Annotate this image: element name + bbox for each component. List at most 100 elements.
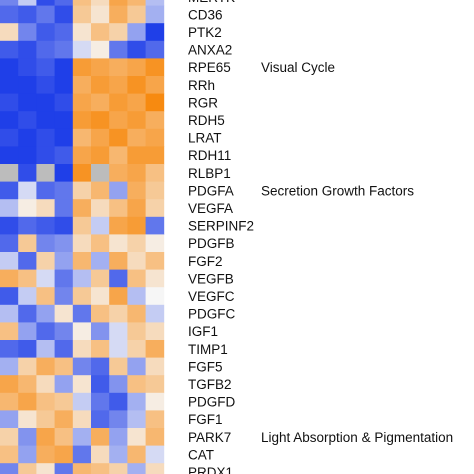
heatmap-cell bbox=[0, 410, 19, 429]
heatmap-cell bbox=[91, 76, 110, 94]
heatmap-cell bbox=[145, 252, 165, 270]
heatmap-cell bbox=[127, 40, 146, 59]
gene-label: CAT bbox=[188, 447, 214, 462]
heatmap-cell bbox=[145, 111, 165, 130]
gene-label: ANXA2 bbox=[188, 43, 232, 58]
heatmap-cell bbox=[127, 463, 146, 474]
gene-label: SERPINF2 bbox=[188, 219, 254, 234]
heatmap-cell bbox=[18, 375, 37, 394]
heatmap-cell bbox=[54, 76, 74, 94]
heatmap-cell bbox=[127, 392, 146, 411]
heatmap-cell bbox=[54, 93, 74, 112]
heatmap-cell bbox=[127, 340, 146, 358]
heatmap-cell bbox=[0, 445, 19, 464]
heatmap-cell bbox=[0, 428, 19, 446]
heatmap-cell bbox=[36, 340, 55, 358]
heatmap-cell bbox=[127, 199, 146, 218]
heatmap-cell bbox=[36, 392, 55, 411]
heatmap-cell bbox=[72, 304, 92, 323]
heatmap-cell bbox=[0, 252, 19, 270]
heatmap-cell bbox=[18, 181, 37, 200]
heatmap-cell bbox=[127, 445, 146, 464]
heatmap-cell bbox=[109, 146, 128, 165]
heatmap-cell bbox=[127, 375, 146, 394]
heatmap-cell bbox=[72, 0, 92, 6]
heatmap-cell bbox=[145, 146, 165, 165]
heatmap-cell bbox=[18, 269, 37, 288]
heatmap-cell bbox=[72, 445, 92, 464]
heatmap-cell bbox=[145, 392, 165, 411]
heatmap-cell bbox=[72, 181, 92, 200]
heatmap-cell bbox=[127, 111, 146, 130]
heatmap-cells bbox=[0, 0, 165, 474]
heatmap-cell bbox=[91, 23, 110, 42]
heatmap-cell bbox=[0, 304, 19, 323]
heatmap-cell bbox=[36, 463, 55, 474]
heatmap-cell bbox=[36, 357, 55, 376]
heatmap-cell bbox=[36, 269, 55, 288]
heatmap-cell bbox=[145, 0, 165, 6]
heatmap-cell bbox=[145, 199, 165, 218]
heatmap-cell bbox=[72, 23, 92, 42]
group-label: Secretion Growth Factors bbox=[261, 183, 414, 198]
heatmap-cell bbox=[127, 216, 146, 235]
gene-label: TGFB2 bbox=[188, 377, 232, 392]
heatmap-cell bbox=[91, 146, 110, 165]
heatmap-cell bbox=[145, 375, 165, 394]
heatmap-cell bbox=[91, 234, 110, 253]
heatmap-cell bbox=[18, 23, 37, 42]
group-label: Light Absorption & Pigmentation bbox=[261, 430, 453, 445]
heatmap-cell bbox=[54, 357, 74, 376]
gene-label: VEGFB bbox=[188, 271, 234, 286]
heatmap-cell bbox=[91, 287, 110, 306]
gene-label: PDGFB bbox=[188, 236, 235, 251]
gene-label: VEGFC bbox=[188, 289, 235, 304]
heatmap-cell bbox=[36, 181, 55, 200]
heatmap-cell bbox=[91, 128, 110, 147]
gene-label: RDH11 bbox=[188, 148, 231, 163]
heatmap-cell bbox=[127, 23, 146, 42]
heatmap-cell bbox=[0, 111, 19, 130]
heatmap-cell bbox=[145, 410, 165, 429]
heatmap-cell bbox=[18, 445, 37, 464]
heatmap-cell bbox=[72, 5, 92, 24]
heatmap-cell bbox=[127, 146, 146, 165]
heatmap-cell bbox=[18, 199, 37, 218]
heatmap-cell bbox=[36, 287, 55, 306]
heatmap-cell bbox=[91, 181, 110, 200]
heatmap-cell bbox=[0, 40, 19, 59]
heatmap-cell bbox=[18, 287, 37, 306]
heatmap-cell bbox=[109, 111, 128, 130]
heatmap-cell bbox=[109, 463, 128, 474]
heatmap-cell bbox=[127, 304, 146, 323]
heatmap-cell bbox=[145, 445, 165, 464]
heatmap-cell bbox=[145, 23, 165, 42]
heatmap-cell bbox=[145, 128, 165, 147]
heatmap-cell bbox=[91, 40, 110, 59]
heatmap-cell bbox=[0, 463, 19, 474]
gene-label: PDGFD bbox=[188, 395, 236, 410]
heatmap-cell bbox=[72, 287, 92, 306]
heatmap-cell bbox=[36, 252, 55, 270]
heatmap-cell bbox=[91, 304, 110, 323]
heatmap-cell bbox=[18, 304, 37, 323]
heatmap-cell bbox=[72, 234, 92, 253]
heatmap-cell bbox=[36, 164, 55, 182]
heatmap-cell bbox=[72, 146, 92, 165]
heatmap-cell bbox=[91, 392, 110, 411]
heatmap-cell bbox=[36, 93, 55, 112]
heatmap-cell bbox=[18, 463, 37, 474]
heatmap-cell bbox=[54, 304, 74, 323]
heatmap-cell bbox=[127, 5, 146, 24]
heatmap-cell bbox=[36, 216, 55, 235]
heatmap-cell bbox=[54, 111, 74, 130]
heatmap-cell bbox=[0, 216, 19, 235]
heatmap-cell bbox=[72, 392, 92, 411]
gene-label: PDGFA bbox=[188, 183, 234, 198]
heatmap-cell bbox=[109, 340, 128, 358]
heatmap-cell bbox=[109, 164, 128, 182]
heatmap-cell bbox=[54, 428, 74, 446]
heatmap-cell bbox=[36, 23, 55, 42]
heatmap-cell bbox=[109, 40, 128, 59]
heatmap-cell bbox=[54, 5, 74, 24]
